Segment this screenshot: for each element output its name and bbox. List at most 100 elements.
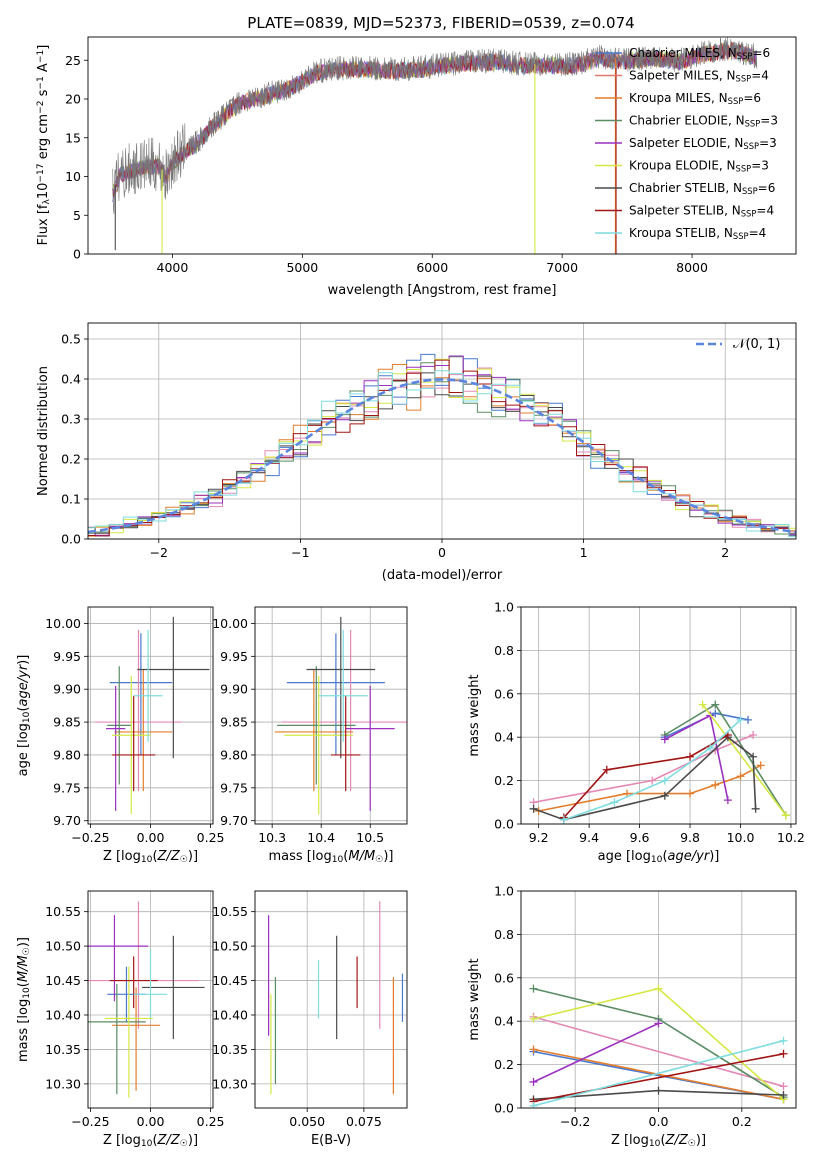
- axes-frame: [87, 322, 797, 540]
- x-tick-label: 10.2: [777, 830, 805, 845]
- y-tick-label: 10.45: [45, 973, 81, 988]
- x-tick-label: 10.3: [258, 830, 286, 845]
- legend-label: Salpeter MILES, NSSP=4: [629, 69, 769, 84]
- y-tick-label: 0.2: [61, 452, 81, 467]
- y-tick-label: 10.55: [45, 904, 81, 919]
- y-tick-label: 9.85: [220, 715, 248, 730]
- x-axis-label: Z [log10(Z/Z☉)]: [611, 1133, 706, 1149]
- y-tick-label: 5: [73, 208, 81, 223]
- x-tick-label: 9.4: [579, 830, 599, 845]
- weight-line: [533, 1016, 784, 1088]
- axes-frame: [254, 606, 408, 825]
- weight-marker: [779, 1036, 788, 1045]
- weight-marker: [686, 789, 695, 798]
- y-tick-label: 0.2: [494, 1057, 514, 1072]
- x-tick-label: 8000: [676, 260, 708, 275]
- y-axis-label: mass [log10(M/M☉)]: [16, 937, 32, 1062]
- y-tick-label: 10.50: [212, 939, 248, 954]
- y-tick-label: 15: [65, 130, 81, 145]
- weight-marker: [654, 984, 663, 993]
- weight-marker: [781, 811, 790, 820]
- y-tick-label: 0.1: [61, 492, 81, 507]
- weight-marker: [736, 715, 745, 724]
- y-tick-label: 0.0: [494, 1101, 514, 1116]
- residual-histogram: [88, 358, 796, 534]
- x-axis-label: (data-model)/error: [382, 568, 503, 583]
- y-tick-label: 10.40: [212, 1008, 248, 1023]
- x-tick-label: 10.5: [356, 830, 384, 845]
- x-tick-label: 0.25: [197, 830, 225, 845]
- weight-marker: [660, 735, 669, 744]
- x-axis-label: Z [log10(Z/Z☉)]: [103, 1133, 198, 1149]
- x-tick-label: 1: [580, 545, 588, 560]
- weight-marker: [559, 815, 568, 824]
- y-tick-label: 9.85: [53, 715, 81, 730]
- y-tick-label: 10.00: [45, 616, 81, 631]
- x-tick-label: −1: [291, 545, 309, 560]
- axes-frame: [87, 606, 214, 825]
- weight-marker: [698, 700, 707, 709]
- legend-label: Chabrier ELODIE, NSSP=3: [629, 114, 778, 129]
- y-tick-label: 20: [65, 92, 81, 107]
- y-tick-label: 0.4: [61, 372, 81, 387]
- weight-line: [533, 1022, 659, 1083]
- x-tick-label: 0.0: [649, 1114, 669, 1129]
- weight-marker: [711, 780, 720, 789]
- y-tick-label: 25: [65, 53, 81, 68]
- weight-marker: [711, 700, 720, 709]
- x-tick-label: 9.2: [529, 830, 549, 845]
- y-tick-label: 0.0: [61, 532, 81, 547]
- legend-label: Kroupa ELODIE, NSSP=3: [629, 159, 769, 174]
- legend-label: Chabrier MILES, NSSP=6: [629, 46, 770, 61]
- x-axis-label: Z [log10(Z/Z☉)]: [103, 849, 198, 865]
- y-axis-label: Normed distribution: [36, 366, 51, 496]
- weight-marker: [602, 765, 611, 774]
- y-axis-label: age [log10(age/yr)]: [16, 655, 32, 777]
- x-tick-label: 0.2: [732, 1114, 752, 1129]
- y-tick-label: 9.75: [220, 780, 248, 795]
- weight-line: [533, 736, 757, 821]
- y-tick-label: 10.45: [212, 973, 248, 988]
- y-tick-label: 9.80: [53, 747, 81, 762]
- chart-residuals: −2 −1 0 1 2 0.0 0.1 0.2 0.3 0.4 0.5 𝒩(0, 1) (data-mo…: [36, 322, 797, 583]
- y-tick-label: 1.0: [494, 600, 514, 615]
- weight-marker: [654, 1086, 663, 1095]
- weight-marker: [756, 761, 765, 770]
- x-axis-label: E(B-V): [311, 1133, 351, 1148]
- weight-line: [664, 703, 787, 816]
- weight-marker: [779, 1090, 788, 1099]
- weight-marker: [648, 776, 657, 785]
- axes-frame: [87, 890, 214, 1109]
- weight-line: [538, 764, 762, 812]
- x-tick-label: −0.2: [560, 1114, 590, 1129]
- y-tick-label: 0.4: [494, 730, 514, 745]
- y-tick-label: 10.55: [212, 904, 248, 919]
- x-axis-label: mass [log10(M/M☉)]: [269, 849, 394, 865]
- normal-curve: [88, 378, 796, 534]
- weight-marker: [529, 804, 538, 813]
- weight-marker: [654, 1019, 663, 1028]
- weight-marker: [711, 709, 720, 718]
- y-tick-label: 0.8: [494, 927, 514, 942]
- y-tick-label: 0.2: [494, 773, 514, 788]
- y-tick-label: 10: [65, 169, 81, 184]
- axes-frame: [254, 890, 408, 1109]
- x-tick-label: 0.25: [197, 1114, 225, 1129]
- weight-marker: [751, 804, 760, 813]
- x-tick-label: −2: [150, 545, 168, 560]
- x-tick-label: 10.0: [727, 830, 755, 845]
- legend-label: Kroupa STELIB, NSSP=4: [629, 226, 766, 241]
- plot-area: [95, 616, 210, 815]
- y-tick-label: 9.80: [220, 747, 248, 762]
- chart-weight_vs_age: 9.2 9.4 9.6 9.8 10.0 10.2 0.0 0.2 0.4 0.6 0.8 1.0 ag…: [467, 600, 805, 866]
- legend-label: Chabrier STELIB, NSSP=6: [629, 181, 775, 196]
- weight-line: [563, 734, 729, 819]
- x-tick-label: 0.00: [137, 1114, 165, 1129]
- y-tick-label: 9.75: [53, 780, 81, 795]
- residual-histogram: [88, 356, 796, 537]
- x-tick-label: 2: [721, 545, 729, 560]
- weight-line: [702, 704, 787, 816]
- x-tick-label: 10.4: [307, 830, 335, 845]
- weight-marker: [749, 731, 758, 740]
